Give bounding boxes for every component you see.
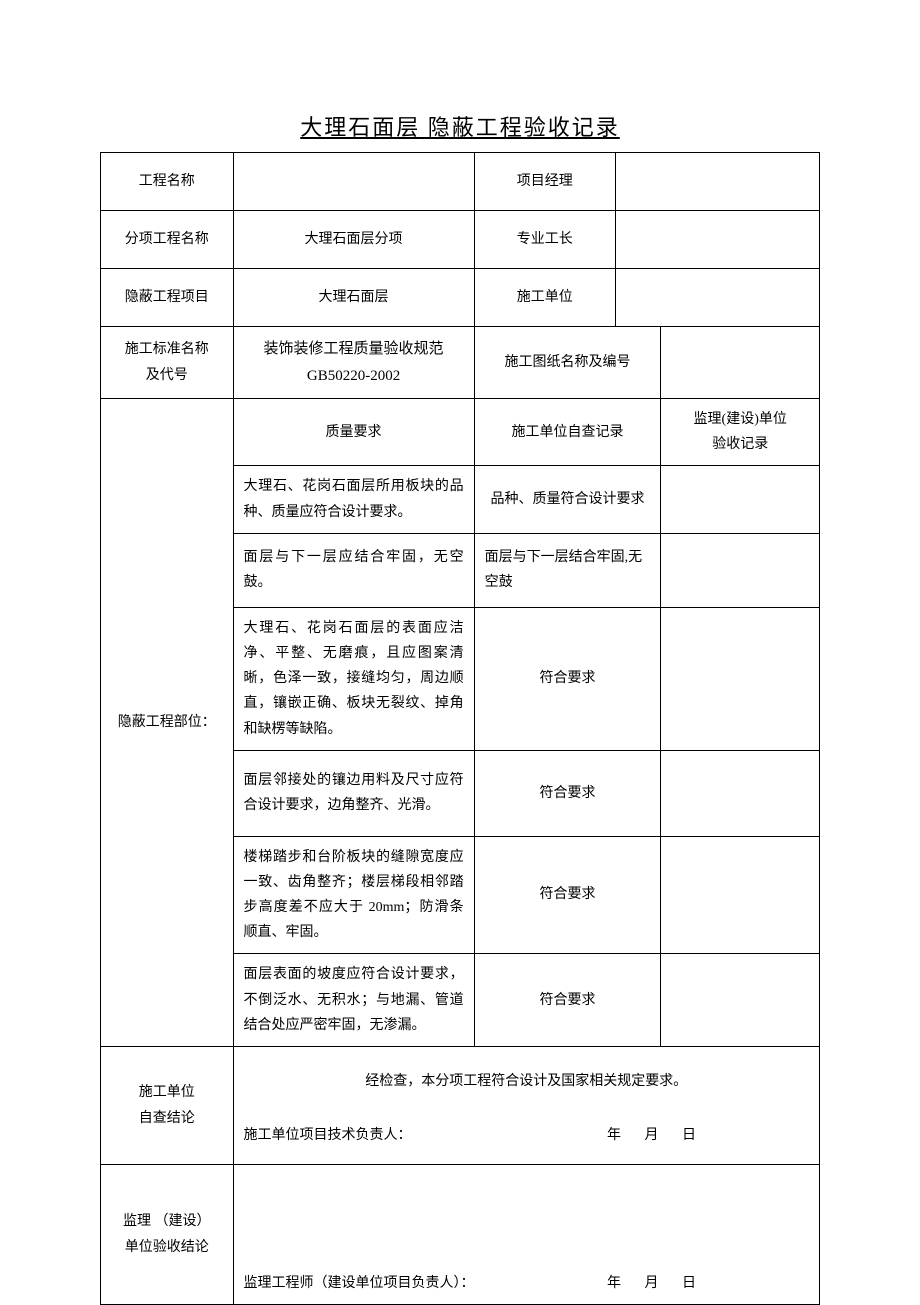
req4-quality: 面层邻接处的镶边用料及尺寸应符合设计要求，边角整齐、光滑。 (233, 750, 474, 836)
super-signer-label: 监理工程师（建设单位项目负责人）： (244, 1271, 604, 1296)
acceptance-form: 工程名称 项目经理 分项工程名称 大理石面层分项 专业工长 隐蔽工程项目 大理石… (100, 152, 820, 1305)
req5-self: 符合要求 (474, 836, 661, 954)
req2-self: 面层与下一层结合牢固,无空鼓 (474, 533, 661, 607)
value-standard: 装饰装修工程质量验收规范GB50220-2002 (233, 327, 474, 399)
req4-self: 符合要求 (474, 750, 661, 836)
label-standard: 施工标准名称及代号 (101, 327, 234, 399)
value-construction-unit (615, 269, 819, 327)
label-pm: 项目经理 (474, 153, 615, 211)
label-project-name: 工程名称 (101, 153, 234, 211)
req5-super (661, 836, 820, 954)
super-date-label: 年 月 日 (607, 1271, 787, 1296)
req6-quality: 面层表面的坡度应符合设计要求，不倒泛水、无积水；与地漏、管道结合处应严密牢固，无… (233, 954, 474, 1047)
label-self-conclusion: 施工单位自查结论 (101, 1047, 234, 1165)
req1-quality: 大理石、花岗石面层所用板块的品种、质量应符合设计要求。 (233, 466, 474, 533)
value-foreman (615, 211, 819, 269)
self-date-label: 年 月 日 (607, 1123, 787, 1148)
label-super-conclusion: 监理 （建设）单位验收结论 (101, 1165, 234, 1305)
req4-super (661, 750, 820, 836)
value-subproject: 大理石面层分项 (233, 211, 474, 269)
req2-quality: 面层与下一层应结合牢固，无空鼓。 (233, 533, 474, 607)
self-conclusion-cell: 经检查，本分项工程符合设计及国家相关规定要求。 施工单位项目技术负责人： 年 月… (233, 1047, 820, 1165)
label-drawing: 施工图纸名称及编号 (474, 327, 661, 399)
label-subproject: 分项工程名称 (101, 211, 234, 269)
header-self: 施工单位自查记录 (474, 399, 661, 466)
req5-quality: 楼梯踏步和台阶板块的缝隙宽度应一致、齿角整齐；楼层梯段相邻踏步高度差不应大于 2… (233, 836, 474, 954)
label-foreman: 专业工长 (474, 211, 615, 269)
self-conclusion-text: 经检查，本分项工程符合设计及国家相关规定要求。 (244, 1069, 810, 1094)
req3-quality: 大理石、花岗石面层的表面应洁净、平整、无磨痕，且应图案清晰，色泽一致，接缝均匀，… (233, 607, 474, 750)
req1-self: 品种、质量符合设计要求 (474, 466, 661, 533)
label-construction-unit: 施工单位 (474, 269, 615, 327)
page-title: 大理石面层 隐蔽工程验收记录 (100, 110, 820, 142)
req3-self: 符合要求 (474, 607, 661, 750)
header-quality: 质量要求 (233, 399, 474, 466)
value-pm (615, 153, 819, 211)
req2-super (661, 533, 820, 607)
value-concealed-item: 大理石面层 (233, 269, 474, 327)
req1-super (661, 466, 820, 533)
req3-super (661, 607, 820, 750)
value-drawing (661, 327, 820, 399)
label-concealed-item: 隐蔽工程项目 (101, 269, 234, 327)
header-super: 监理(建设)单位验收记录 (661, 399, 820, 466)
super-conclusion-cell: 监理工程师（建设单位项目负责人）： 年 月 日 (233, 1165, 820, 1305)
section-label: 隐蔽工程部位： (101, 399, 234, 1047)
req6-self: 符合要求 (474, 954, 661, 1047)
self-signer-label: 施工单位项目技术负责人： (244, 1123, 604, 1148)
value-project-name (233, 153, 474, 211)
req6-super (661, 954, 820, 1047)
